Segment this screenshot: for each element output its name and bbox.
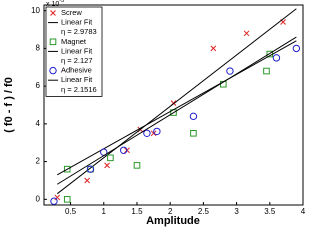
legend-label: Adhesive	[61, 66, 92, 75]
y-tick-label: 4	[36, 119, 41, 128]
point	[226, 67, 234, 75]
legend-marker	[49, 66, 57, 75]
point	[243, 30, 250, 37]
point	[63, 196, 71, 203]
legend-label: Screw	[61, 8, 82, 17]
x-tick-label: 2	[168, 207, 173, 216]
y-tick-label: 2	[36, 157, 41, 166]
point	[263, 67, 270, 75]
y-tick-label: 8	[36, 44, 41, 53]
legend-label: η = 2.1516	[61, 85, 97, 94]
y-scale-label: x 10-3	[46, 0, 64, 8]
x-tick-label: 3.5	[264, 207, 276, 216]
y-scale-base: x 10	[46, 1, 59, 8]
x-tick-label: 1.5	[131, 207, 143, 216]
fit-line	[57, 36, 297, 185]
page: {"chart_data": {"type": "scatter", "xlab…	[2, 0, 306, 227]
fit-line	[57, 40, 297, 176]
x-tick-label: 0.5	[65, 207, 77, 216]
legend-label: η = 2.127	[61, 56, 93, 65]
point	[190, 130, 197, 137]
point	[133, 162, 141, 169]
point	[50, 197, 58, 205]
legend-label: Magnet	[61, 37, 87, 46]
legend-label: η = 2.9783	[61, 27, 97, 36]
y-tick-label: 10	[31, 6, 40, 15]
point	[86, 165, 95, 173]
y-axis-label: ( f0 - f ) / f0	[3, 77, 15, 133]
point	[104, 162, 110, 169]
point	[153, 127, 161, 136]
y-tick-label: 6	[36, 81, 41, 90]
x-tick-label: 1	[102, 207, 107, 216]
point	[143, 129, 151, 138]
legend-marker	[49, 38, 57, 46]
point	[84, 177, 91, 184]
point	[107, 154, 114, 162]
x-axis-label: Amplitude	[146, 215, 200, 227]
point	[150, 130, 157, 137]
y-tick-label: 0	[36, 194, 41, 203]
point	[54, 194, 61, 201]
x-tick-label: 2.5	[198, 207, 210, 216]
chart: Amplitude ( f0 - f ) / f0 x 10-3 0.5 1 1.5…	[3, 0, 306, 227]
legend-marker	[50, 10, 56, 16]
y-scale-exponent: -3	[59, 0, 64, 4]
point	[189, 112, 198, 121]
legend-label: Linear Fit	[61, 18, 93, 27]
x-tick-label: 3	[234, 207, 239, 216]
point	[210, 45, 217, 52]
point	[292, 44, 301, 53]
fit-line	[56, 8, 297, 195]
legend-label: Linear Fit	[61, 75, 93, 84]
point	[63, 165, 71, 173]
point	[272, 54, 281, 62]
x-tick-label: 4	[301, 207, 306, 216]
point	[119, 146, 128, 154]
legend-label: Linear Fit	[61, 46, 93, 55]
